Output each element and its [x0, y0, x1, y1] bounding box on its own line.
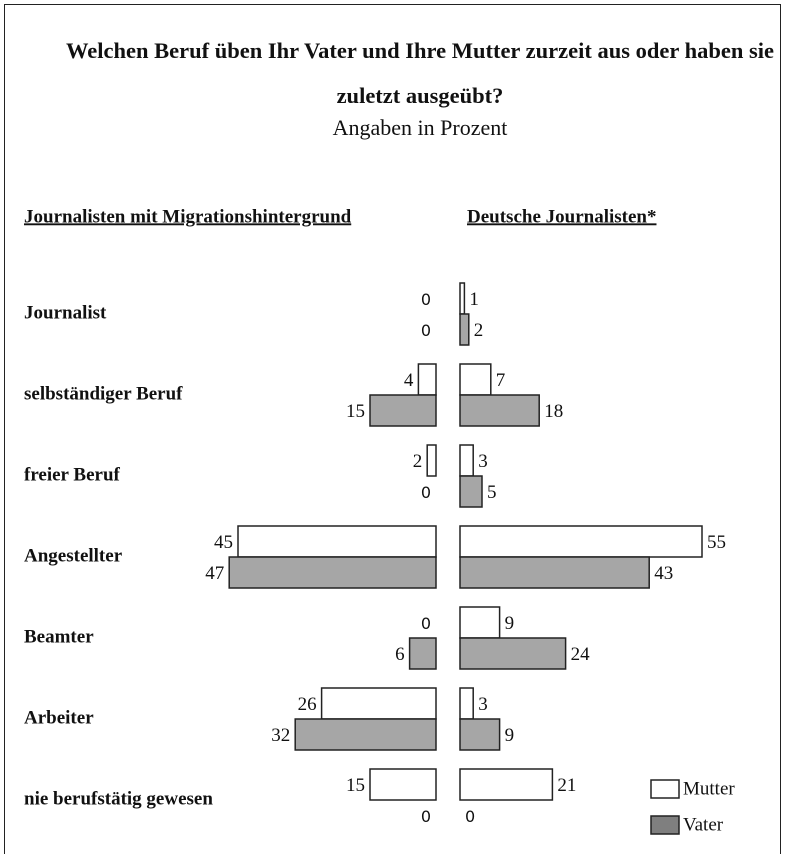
value-label: 3 — [478, 451, 488, 472]
bar — [459, 394, 540, 427]
category-label: Arbeiter — [24, 707, 94, 728]
value-label: 6 — [395, 644, 405, 665]
value-label: 26 — [298, 694, 317, 715]
value-label: 9 — [505, 613, 514, 634]
category-label: nie berufstätig gewesen — [24, 788, 213, 809]
frame — [4, 4, 781, 854]
value-label: 9 — [505, 725, 514, 746]
value-label: 3 — [478, 694, 488, 715]
value-label: 0 — [465, 807, 475, 826]
value-label: 15 — [346, 401, 365, 422]
bar — [369, 768, 437, 801]
category-label: selbständiger Beruf — [24, 383, 183, 404]
value-label: 0 — [421, 614, 431, 633]
value-label: 24 — [571, 644, 591, 665]
bar — [459, 556, 650, 589]
bar — [459, 525, 703, 558]
value-label: 32 — [271, 725, 290, 746]
value-label: 15 — [346, 775, 365, 796]
legend-swatch — [650, 815, 680, 835]
bar — [369, 394, 437, 427]
value-label: 4 — [404, 370, 414, 391]
category-label: freier Beruf — [24, 464, 121, 485]
bar — [426, 444, 437, 477]
bar — [459, 313, 470, 346]
value-label: 7 — [496, 370, 506, 391]
value-label: 0 — [421, 290, 431, 309]
bar — [459, 444, 474, 477]
bar — [459, 637, 567, 670]
bar — [237, 525, 437, 558]
bar — [459, 606, 501, 639]
bar — [459, 687, 474, 720]
chart-title: Welchen Beruf üben Ihr Vater und Ihre Mu… — [66, 38, 774, 108]
value-label: 5 — [487, 482, 497, 503]
bar — [417, 363, 437, 396]
value-label: 47 — [205, 563, 224, 584]
value-label: 2 — [413, 451, 423, 472]
value-label: 45 — [214, 532, 233, 553]
bar — [459, 282, 466, 315]
bar — [320, 687, 437, 720]
bar — [228, 556, 437, 589]
legend-label: Mutter — [683, 778, 735, 799]
bar — [459, 768, 554, 801]
bar — [459, 718, 501, 751]
value-label: 18 — [544, 401, 563, 422]
panel-title: Deutsche Journalisten* — [467, 206, 656, 227]
legend-label: Vater — [683, 814, 724, 835]
category-label: Journalist — [24, 302, 107, 323]
value-label: 21 — [557, 775, 576, 796]
value-label: 2 — [474, 320, 484, 341]
panel-title: Journalisten mit Migrationshintergrund — [24, 206, 352, 227]
category-label: Angestellter — [24, 545, 123, 566]
chart-subtitle: Angaben in Prozent — [332, 115, 508, 140]
legend-swatch — [650, 779, 680, 799]
bar — [294, 718, 437, 751]
value-label: 55 — [707, 532, 726, 553]
bar — [459, 475, 483, 508]
value-label: 0 — [421, 483, 431, 502]
bar — [459, 363, 492, 396]
value-label: 0 — [421, 321, 431, 340]
value-label: 43 — [654, 563, 673, 584]
bar — [408, 637, 437, 670]
value-label: 1 — [469, 289, 479, 310]
value-label: 0 — [421, 807, 431, 826]
category-label: Beamter — [24, 626, 94, 647]
